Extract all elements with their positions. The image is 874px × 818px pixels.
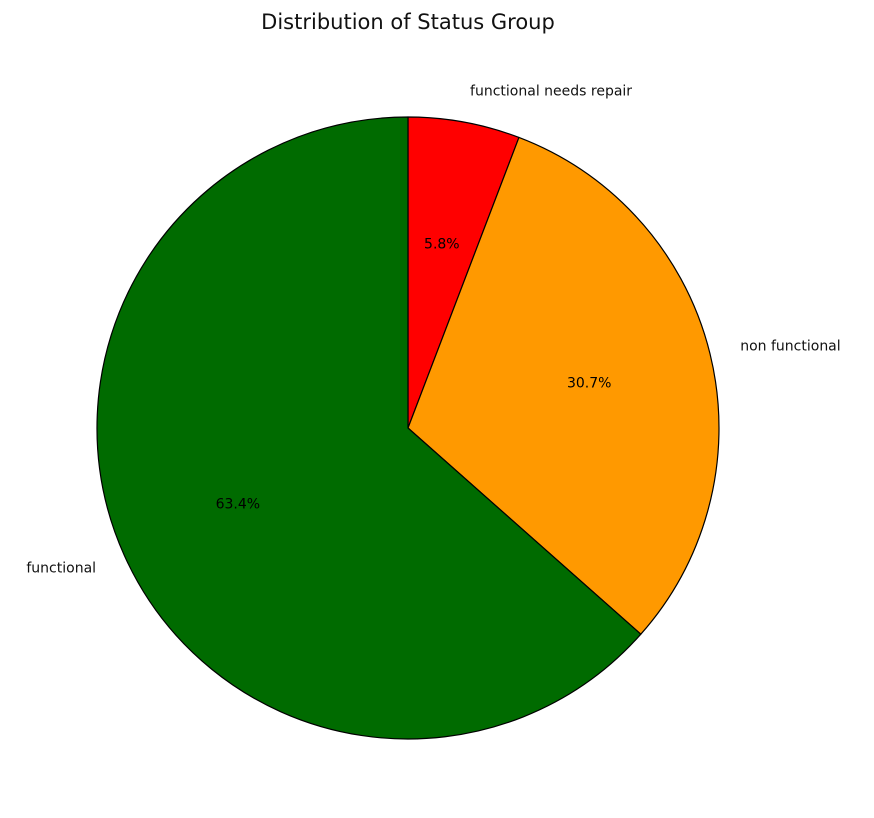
chart-title: Distribution of Status Group	[261, 10, 555, 34]
pie-labels: functional needs repair 5.8% non functiona…	[26, 84, 840, 577]
slice-label-2: functional	[26, 560, 96, 576]
slice-label-0: functional needs repair	[470, 84, 632, 100]
pie-slice-1	[407, 136, 720, 635]
pie-slice-2	[96, 116, 642, 740]
pie-slices	[96, 116, 720, 740]
slice-label-1: non functional	[740, 338, 840, 354]
slice-pct-0: 5.8%	[424, 236, 460, 252]
slice-pct-1: 30.7%	[567, 376, 611, 392]
slice-pct-2: 63.4%	[216, 497, 260, 513]
